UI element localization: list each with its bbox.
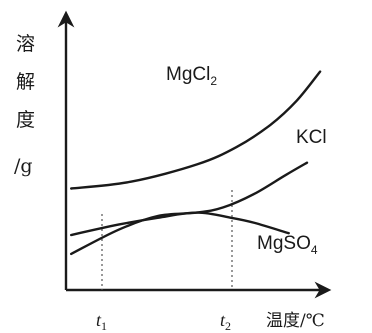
kcl-curve (70, 161, 309, 256)
y-axis-label-char-2: 解 (16, 71, 35, 93)
x-tick-label-t2: t2 (220, 310, 231, 333)
y-axis-label-char-4: /g (14, 155, 33, 177)
y-axis-label-char-3: 度 (16, 109, 35, 131)
mgso4-curve (70, 211, 290, 237)
y-axis-label-char-1: 溶 (16, 33, 35, 55)
mgcl2-curve (70, 70, 322, 190)
series-label-mgso4: MgSO4 (257, 233, 318, 257)
series-label-mgcl2: MgCl2 (166, 64, 217, 88)
x-axis-label: 温度/℃ (266, 311, 325, 331)
x-tick-label-t1: t1 (96, 310, 107, 333)
series-label-kcl: KCl (296, 127, 327, 148)
